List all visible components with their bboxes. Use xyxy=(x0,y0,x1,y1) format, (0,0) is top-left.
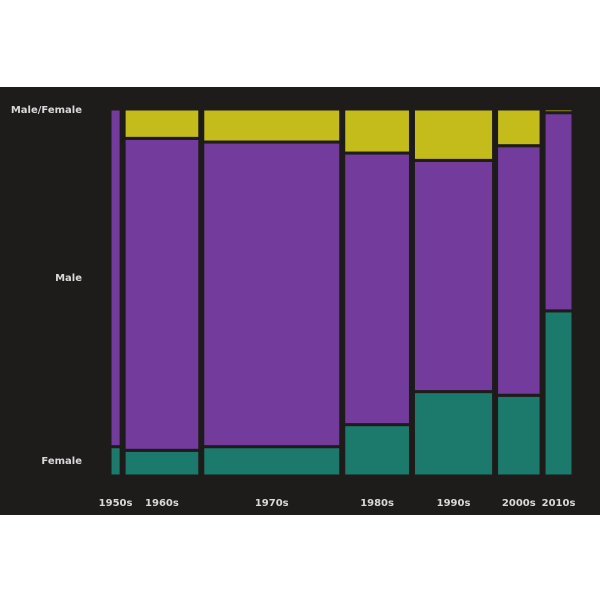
y-tick-label: Male/Female xyxy=(11,105,82,116)
tile-2010s-male xyxy=(542,111,575,313)
tile-1980s-male-female xyxy=(342,107,412,155)
x-tick-label: 1960s xyxy=(145,498,179,509)
y-axis-tick-labels: Female Male Male/Female xyxy=(11,105,82,467)
tile-2010s-male-female xyxy=(542,107,575,115)
x-tick-label: 1990s xyxy=(437,498,471,509)
tile-2010s-female xyxy=(542,309,575,478)
x-tick-label: 2000s xyxy=(502,498,536,509)
tile-1950s-male xyxy=(108,107,123,449)
tile-1970s-male-female xyxy=(201,107,343,144)
tile-2000s-male xyxy=(495,144,543,397)
mosaic-tiles xyxy=(108,107,575,478)
tile-2000s-female xyxy=(495,393,543,478)
tile-1990s-male-female xyxy=(411,107,496,162)
x-tick-label: 1950s xyxy=(99,498,133,509)
tile-1950s-female xyxy=(108,445,123,478)
tile-1990s-male xyxy=(411,158,496,394)
tile-1970s-female xyxy=(201,445,343,478)
y-tick-label: Female xyxy=(41,456,82,467)
x-tick-label: 1970s xyxy=(255,498,289,509)
tile-1990s-female xyxy=(411,390,496,478)
tile-1960s-male xyxy=(122,136,202,452)
tile-1980s-male xyxy=(342,151,412,427)
x-axis-tick-labels: 1950s 1960s 1970s 1980s 1990s 2000s 2010s xyxy=(99,498,576,509)
tile-1960s-male-female xyxy=(122,107,202,140)
x-tick-label: 2010s xyxy=(542,498,576,509)
y-tick-label: Male xyxy=(55,273,82,284)
tile-2000s-male-female xyxy=(495,107,543,148)
x-tick-label: 1980s xyxy=(360,498,394,509)
tile-1970s-male xyxy=(201,140,343,449)
tile-1980s-female xyxy=(342,423,412,478)
tile-1960s-female xyxy=(122,448,202,478)
